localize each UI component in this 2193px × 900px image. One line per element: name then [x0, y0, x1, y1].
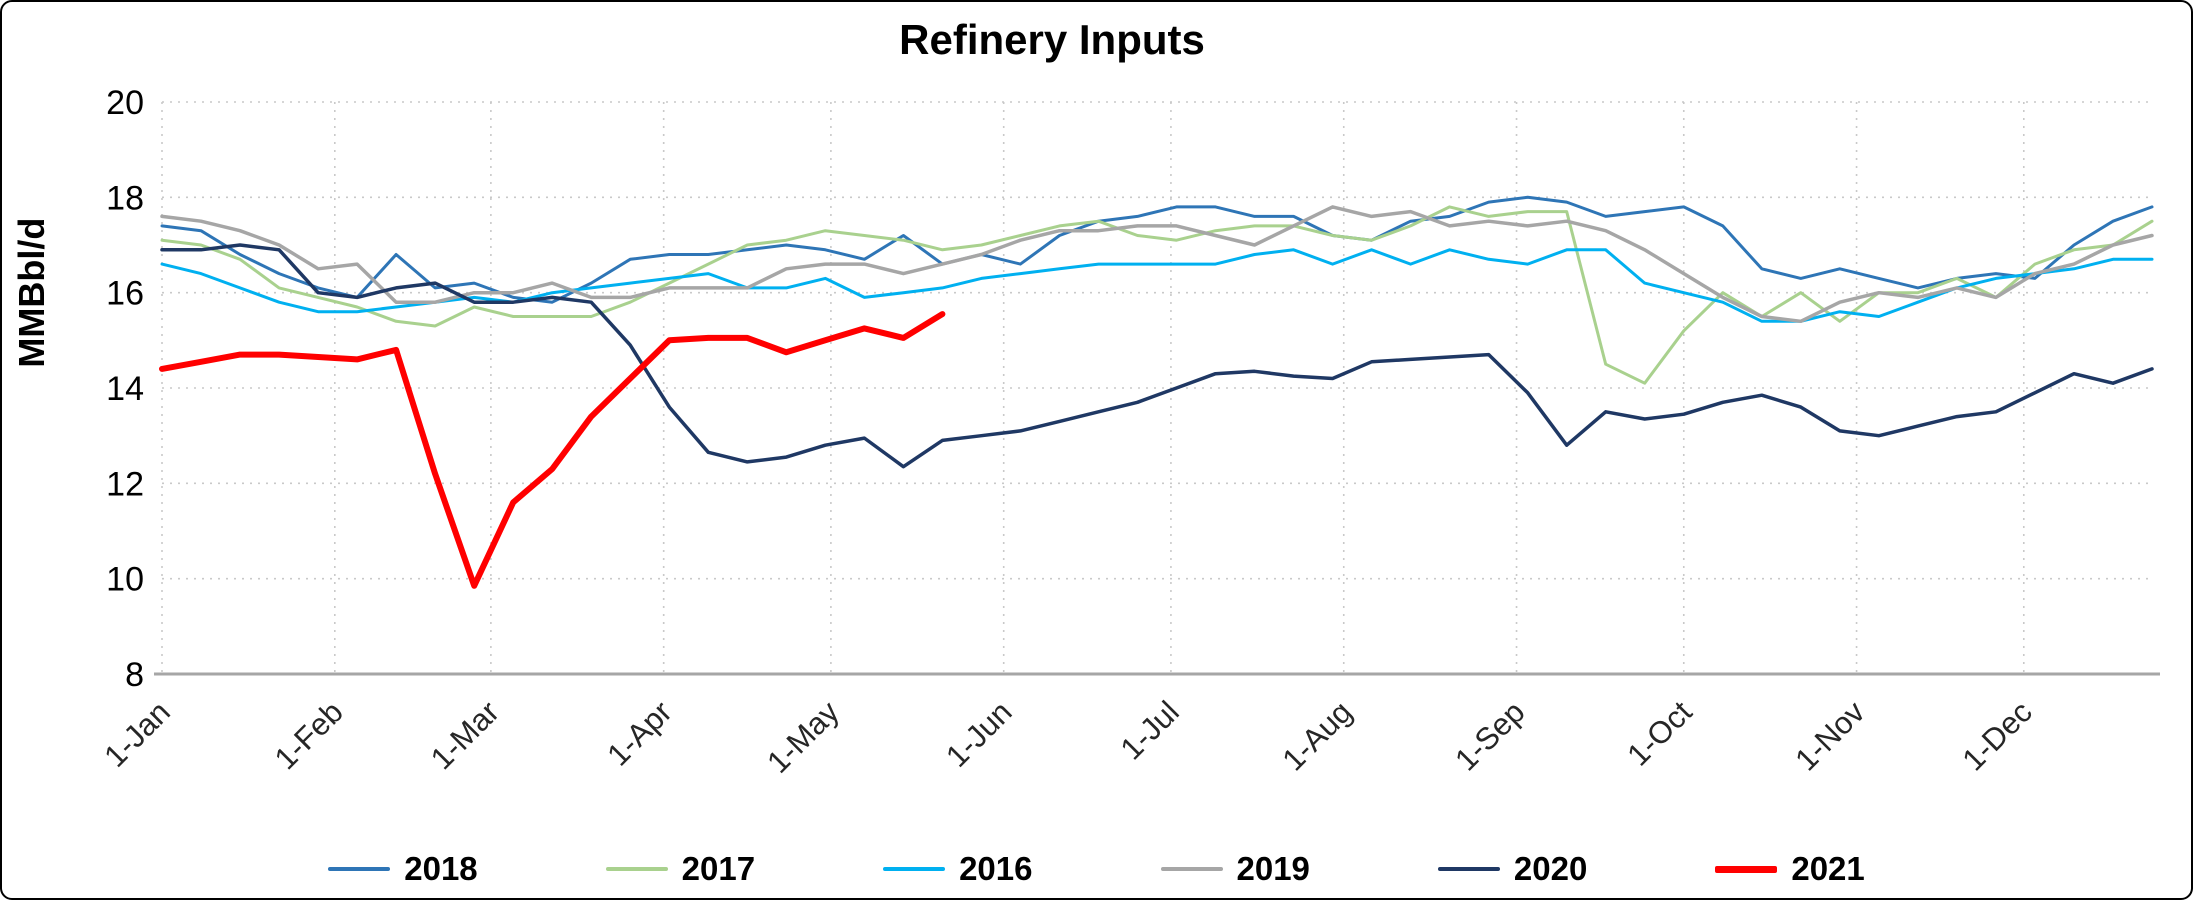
series-line-2019	[160, 205, 2154, 324]
x-tick-label: 1-Jan	[97, 694, 177, 774]
x-tick-label: 1-Nov	[1788, 694, 1872, 778]
x-tick-label: 1-Oct	[1620, 694, 1699, 773]
legend-label-2016: 2016	[959, 850, 1033, 887]
x-tick-label: 1-Jul	[1114, 694, 1186, 766]
series-line-2018	[160, 195, 2154, 304]
legend: 2018 2017 2016 2019 2020 2021	[2, 850, 2191, 888]
x-tick-label: 1-Aug	[1275, 694, 1358, 777]
x-tick-label: 1-Mar	[424, 694, 506, 776]
legend-swatch-2019	[1160, 866, 1223, 872]
plot-area: 20 18 16 14 12 10 81-Jan 1-Feb 1-Mar 1-Apr 1-May 1-…	[11, 84, 2160, 780]
y-axis-title: MMBbl/d	[11, 218, 52, 368]
legend-swatch-2018	[328, 867, 391, 871]
series-line-2021	[159, 311, 946, 589]
y-tick-label: 8	[125, 656, 144, 694]
legend-item-2021: 2021	[1715, 850, 1865, 888]
series-line-2016	[160, 248, 2154, 323]
legend-item-2020: 2020	[1437, 850, 1588, 888]
legend-swatch-2020	[1437, 866, 1500, 872]
legend-label-2018: 2018	[404, 850, 478, 887]
series-line-2017	[160, 205, 2154, 385]
series-line-2020	[160, 243, 2154, 469]
legend-label-2019: 2019	[1236, 850, 1310, 887]
chart-title: Refinery Inputs	[899, 16, 1205, 63]
y-tick-label: 14	[106, 370, 144, 408]
y-tick-label: 12	[106, 465, 144, 503]
legend-item-2018: 2018	[328, 850, 478, 888]
x-tick-label: 1-Feb	[268, 694, 350, 776]
legend-swatch-2017	[605, 867, 668, 871]
legend-item-2019: 2019	[1160, 850, 1310, 888]
x-tick-label: 1-Jun	[939, 694, 1019, 774]
x-tick-label: 1-Sep	[1448, 694, 1531, 777]
y-tick-label: 16	[106, 275, 144, 313]
legend-item-2016: 2016	[883, 850, 1033, 888]
x-tick-label: 1-May	[760, 694, 846, 780]
x-tick-label: 1-Dec	[1956, 694, 2039, 777]
x-tick-label: 1-Apr	[600, 694, 678, 772]
legend-swatch-2021	[1715, 865, 1778, 873]
y-tick-label: 18	[106, 179, 144, 217]
legend-swatch-2016	[883, 867, 946, 871]
y-tick-label: 10	[106, 561, 144, 599]
legend-label-2021: 2021	[1791, 850, 1865, 887]
legend-label-2017: 2017	[681, 850, 756, 887]
legend-label-2020: 2020	[1513, 850, 1588, 887]
y-tick-label: 20	[106, 84, 144, 122]
legend-item-2017: 2017	[605, 850, 756, 888]
